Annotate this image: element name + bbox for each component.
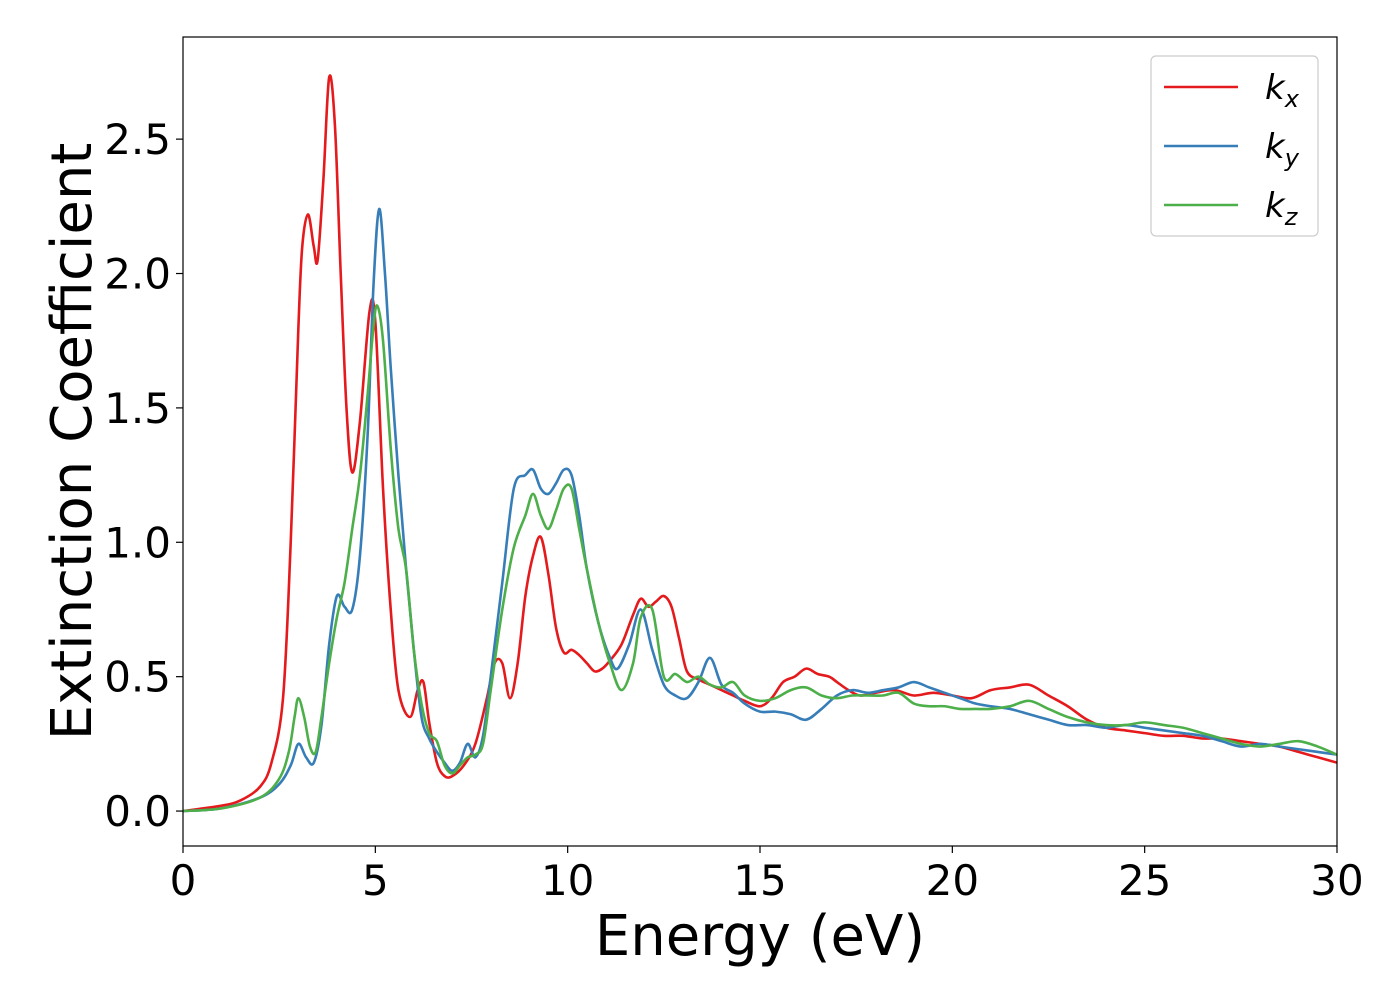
- legend-entry: ky: [1265, 127, 1300, 172]
- y-tick-label: 0.0: [104, 787, 171, 836]
- legend-entry-subscript: x: [1284, 85, 1300, 113]
- series-line-z: [183, 304, 1337, 813]
- y-tick-label: 1.0: [104, 518, 171, 567]
- legend-entry-subscript: y: [1284, 144, 1300, 172]
- y-axis-label: Extinction Coefficient: [40, 143, 105, 741]
- y-tick-label: 0.5: [104, 653, 171, 702]
- x-tick-label: 25: [1118, 856, 1171, 905]
- legend-entry: kz: [1265, 186, 1299, 231]
- x-tick-label: 5: [362, 856, 389, 905]
- x-tick-label: 0: [170, 856, 197, 905]
- x-tick-label: 20: [926, 856, 979, 905]
- legend-entry-main: k: [1265, 127, 1286, 167]
- legend-entry-main: k: [1265, 186, 1286, 226]
- x-axis-label: Energy (eV): [595, 904, 925, 969]
- x-axis-ticks: 0 5 10 15 20 25 30: [170, 846, 1364, 905]
- x-tick-label: 10: [541, 856, 594, 905]
- series-line-x: [183, 74, 1337, 813]
- y-tick-label: 2.5: [104, 115, 171, 164]
- x-tick-label: 30: [1310, 856, 1363, 905]
- y-tick-label: 1.5: [104, 384, 171, 433]
- legend-entry-subscript: z: [1284, 203, 1299, 231]
- legend-entry-main: k: [1265, 68, 1286, 108]
- x-tick-label: 15: [733, 856, 786, 905]
- y-axis-ticks: 0.0 0.5 1.0 1.5 2.0 2.5: [104, 115, 183, 836]
- legend-entry: kx: [1265, 68, 1300, 113]
- plot-lines: [183, 74, 1337, 813]
- y-tick-label: 2.0: [104, 250, 171, 299]
